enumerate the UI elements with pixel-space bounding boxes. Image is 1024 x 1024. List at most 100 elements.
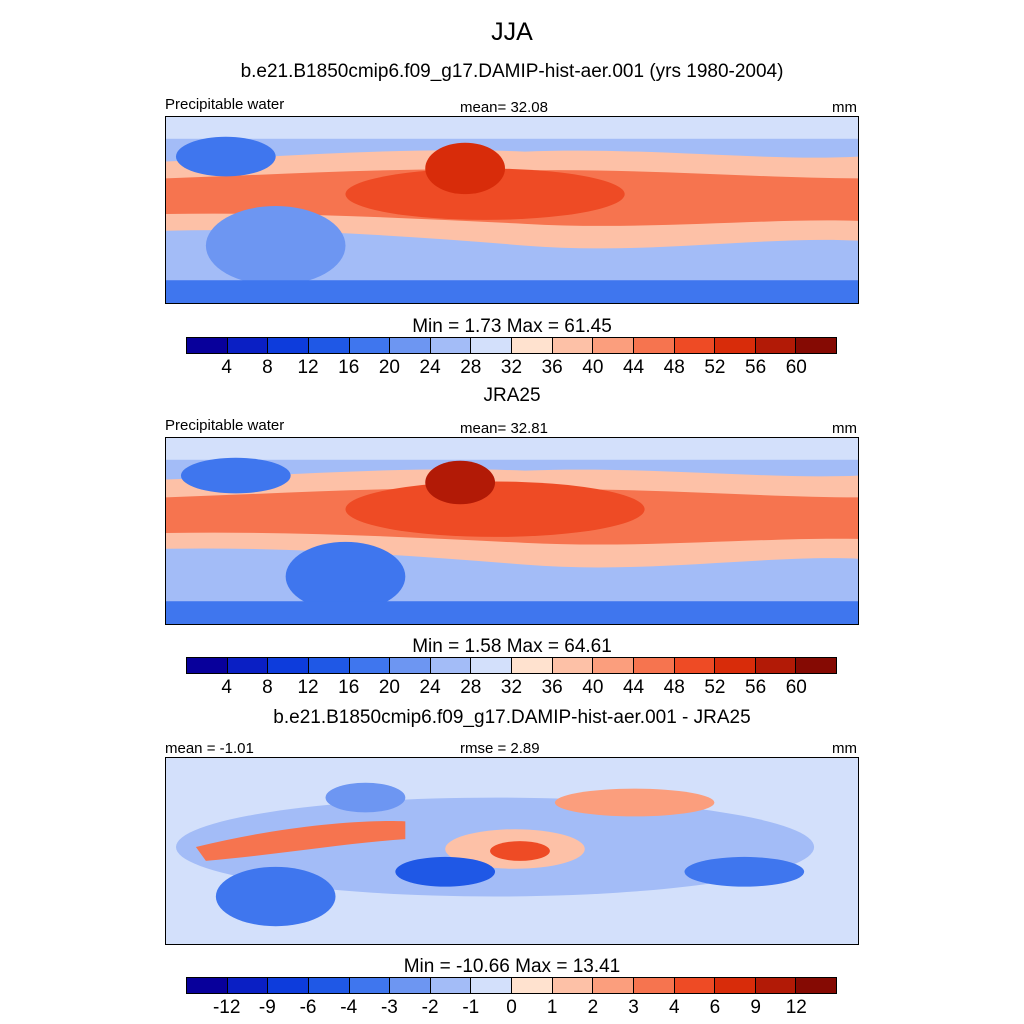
colorbar-2-tick-label: 28 [460, 677, 482, 698]
panel-3-units-label: mm [832, 740, 857, 757]
colorbar-1-tick-label: 44 [622, 357, 645, 378]
colorbar-3-swatch [187, 978, 228, 993]
field-south-band [166, 601, 858, 624]
colorbar-3-swatch [755, 978, 797, 993]
colorbar-3-tick-label: 6 [709, 997, 721, 1018]
colorbar-2-swatch [512, 658, 553, 673]
colorbar-2-swatch [390, 658, 431, 673]
colorbar-2-ticks: 4 8 12 16 20 24 28 32 36 40 44 48 52 56 60 [186, 677, 837, 701]
colorbar-1-swatch [552, 338, 594, 353]
colorbar-1-tick-label: 48 [663, 357, 685, 378]
colorbar-1-swatch [593, 338, 634, 353]
panel-2-map [165, 437, 859, 625]
field-north-band [166, 117, 858, 139]
colorbar-1-swatch [308, 338, 350, 353]
colorbar-3-tick-label: -6 [299, 997, 317, 1018]
field-positive-pacific [554, 788, 715, 817]
colorbar-2-swatch [633, 658, 675, 673]
colorbar-1-tick-label: 52 [704, 357, 726, 378]
colorbar-1-tick-label: 56 [745, 357, 767, 378]
colorbar-2-tick-label: 60 [785, 677, 807, 698]
colorbar-3-tick-label: 3 [628, 997, 639, 1018]
colorbar-1-swatch [268, 338, 309, 353]
colorbar-1-tick-label: 16 [338, 357, 360, 378]
colorbar-3-swatch [633, 978, 675, 993]
colorbar-1-swatch [755, 338, 797, 353]
colorbar-2-swatch [268, 658, 309, 673]
colorbar-1-swatch [227, 338, 269, 353]
colorbar-3-tick-label: 2 [587, 997, 599, 1018]
colorbar-1-swatch [349, 338, 391, 353]
field-negative-south-america [215, 866, 336, 927]
colorbar-3-tick-label: -3 [380, 997, 398, 1018]
colorbar-3-swatch [674, 978, 716, 993]
colorbar-3-swatch [430, 978, 472, 993]
colorbar-1-tick-label: 12 [297, 357, 319, 378]
colorbar-2 [186, 657, 837, 674]
colorbar-1-tick-label: 36 [541, 357, 563, 378]
colorbar-1-tick-label: 32 [500, 357, 523, 378]
colorbar-1-tick-label: 60 [785, 357, 807, 378]
field-south-band [166, 280, 858, 303]
colorbar-3-tick-label: -9 [258, 997, 276, 1018]
figure-title: JJA [491, 18, 533, 46]
colorbar-1-swatch [471, 338, 512, 353]
panel-3-mean-label: mean = -1.01 [165, 740, 254, 757]
colorbar-1 [186, 337, 837, 354]
colorbar-2-tick-label: 44 [622, 677, 645, 698]
colorbar-2-swatch [755, 658, 797, 673]
colorbar-3-swatch [390, 978, 431, 993]
panel-3-rmse-label: rmse = 2.89 [460, 740, 540, 757]
panel-3-map [165, 757, 859, 945]
field-negative-pacific [684, 856, 805, 887]
colorbar-1-swatch [674, 338, 716, 353]
field-north-band [166, 438, 858, 460]
panel-3-title: b.e21.B1850cmip6.f09_g17.DAMIP-hist-aer.… [273, 707, 751, 728]
colorbar-2-tick-label: 32 [500, 677, 523, 698]
colorbar-1-ticks: 4 8 12 16 20 24 28 32 36 40 44 48 52 56 60 [186, 357, 837, 381]
colorbar-3-swatch [349, 978, 391, 993]
panel-1-field [166, 117, 858, 303]
colorbar-2-tick-label: 20 [378, 677, 401, 698]
colorbar-3-swatch [512, 978, 553, 993]
panel-2-title: JRA25 [483, 385, 541, 406]
colorbar-2-tick-label: 56 [745, 677, 767, 698]
colorbar-3-tick-label: 1 [546, 997, 558, 1018]
panel-2-variable-label: Precipitable water [165, 417, 285, 434]
colorbar-2-swatch [796, 658, 836, 673]
colorbar-3-tick-label: -4 [340, 997, 358, 1018]
colorbar-3-tick-label: 12 [785, 997, 807, 1018]
colorbar-1-swatch [430, 338, 472, 353]
colorbar-1-swatch [512, 338, 553, 353]
colorbar-3-tick-label: -12 [212, 997, 241, 1018]
field-positive-max [490, 841, 550, 861]
colorbar-2-swatch [552, 658, 594, 673]
colorbar-1-tick-label: 20 [378, 357, 401, 378]
colorbar-2-tick-label: 8 [262, 677, 273, 698]
field-dry-sahara [180, 457, 291, 494]
panel-1-title: b.e21.B1850cmip6.f09_g17.DAMIP-hist-aer.… [240, 61, 784, 82]
colorbar-3-swatch [552, 978, 594, 993]
colorbar-3-swatch [268, 978, 309, 993]
colorbar-2-swatch [187, 658, 228, 673]
panel-2-minmax: Min = 1.58 Max = 64.61 [412, 636, 612, 657]
field-warm-pool [345, 481, 645, 537]
field-dry-south-atlantic [205, 206, 346, 286]
panel-2-units-label: mm [832, 420, 857, 437]
colorbar-2-tick-label: 52 [704, 677, 726, 698]
colorbar-1-swatch [187, 338, 228, 353]
colorbar-2-swatch [430, 658, 472, 673]
colorbar-2-swatch [227, 658, 269, 673]
colorbar-2-swatch [349, 658, 391, 673]
panel-3-minmax: Min = -10.66 Max = 13.41 [403, 956, 621, 977]
colorbar-2-tick-label: 4 [221, 677, 232, 698]
colorbar-2-swatch [715, 658, 756, 673]
colorbar-3-tick-label: -1 [462, 997, 480, 1018]
field-warm-pool [345, 168, 625, 220]
field-dry-south-africa [285, 541, 406, 612]
field-positive-atlantic [195, 821, 406, 861]
colorbar-3-swatch [593, 978, 634, 993]
colorbar-3-tick-label: -2 [421, 997, 439, 1018]
colorbar-1-swatch [390, 338, 431, 353]
colorbar-3-swatch [471, 978, 512, 993]
